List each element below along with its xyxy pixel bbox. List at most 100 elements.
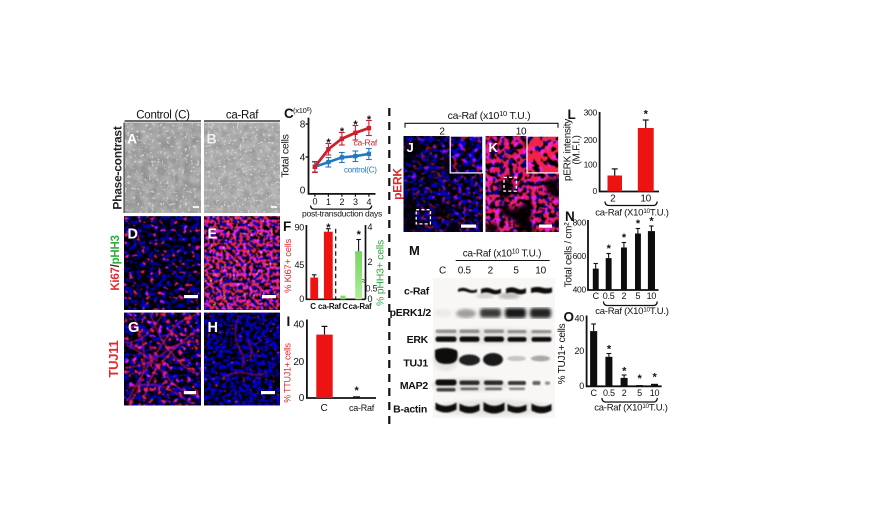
svg-text:0: 0 [299,393,305,404]
svg-text:TUJ1: TUJ1 [403,358,428,370]
svg-text:100: 100 [584,160,598,170]
svg-text:Total cells / cm²: Total cells / cm² [564,222,575,288]
svg-text:ca-Raf: ca-Raf [349,403,375,413]
svg-text:90: 90 [294,223,304,233]
svg-text:800: 800 [573,218,587,228]
svg-text:10: 10 [640,194,651,205]
svg-text:*: * [326,222,331,234]
svg-text:pERK intensity: pERK intensity [563,119,574,181]
svg-text:10: 10 [647,291,657,301]
svg-text:C: C [342,302,348,311]
svg-text:40: 40 [293,320,304,331]
svg-text:2: 2 [622,291,627,301]
svg-text:ca-Raf (x1010 T.U.): ca-Raf (x1010 T.U.) [448,109,531,122]
svg-text:2: 2 [368,257,373,267]
svg-text:2: 2 [439,127,445,138]
svg-text:0.5: 0.5 [458,266,472,277]
svg-text:4: 4 [300,153,306,164]
svg-text:5: 5 [513,266,519,277]
svg-text:E: E [208,227,218,243]
svg-text:*: * [649,216,654,228]
svg-text:G: G [128,320,139,336]
svg-text:*: * [326,137,331,149]
svg-text:10: 10 [535,266,546,277]
svg-text:20: 20 [293,357,304,368]
svg-text:control(C): control(C) [344,166,377,175]
svg-text:0.5: 0.5 [366,284,378,294]
svg-text:B-actin: B-actin [393,404,427,416]
svg-text:*: * [644,109,649,121]
svg-text:% TTUJ1+ cells: % TTUJ1+ cells [283,342,293,402]
svg-text:4: 4 [367,197,372,207]
svg-text:ca-Raf (x1010 T.U.): ca-Raf (x1010 T.U.) [463,249,541,260]
svg-text:(x106): (x106) [293,106,312,115]
svg-text:2: 2 [340,197,345,207]
svg-text:*: * [622,366,627,378]
svg-text:0: 0 [313,197,318,207]
svg-text:0: 0 [299,294,304,304]
svg-text:*: * [652,372,657,384]
svg-text:8: 8 [300,120,306,131]
svg-text:H: H [208,320,218,336]
svg-text:(M.F.I.): (M.F.I.) [572,135,583,164]
svg-text:ca-Raf (X1010T.U.): ca-Raf (X1010T.U.) [595,208,669,219]
svg-text:pERK: pERK [391,168,405,200]
svg-text:pERK1/2: pERK1/2 [390,307,432,319]
svg-text:J: J [407,140,414,155]
svg-text:ca-Raf: ca-Raf [226,110,259,122]
svg-text:200: 200 [584,135,598,145]
svg-text:2: 2 [622,388,627,398]
svg-text:B: B [207,131,217,147]
svg-text:post-transduction days: post-transduction days [302,209,382,219]
svg-text:2: 2 [610,194,616,205]
svg-text:Ki67/pHH3: Ki67/pHH3 [110,235,122,290]
svg-text:I: I [287,314,291,329]
svg-text:D: D [128,227,138,243]
svg-text:ca-Raf: ca-Raf [318,302,342,311]
svg-text:3: 3 [353,197,358,207]
svg-text:600: 600 [573,251,587,261]
svg-text:Phase-contrast: Phase-contrast [111,126,125,209]
svg-text:Control (C): Control (C) [136,110,190,122]
svg-text:*: * [367,114,372,126]
svg-text:M: M [409,243,420,258]
svg-text:2: 2 [488,266,494,277]
svg-text:A: A [127,131,137,147]
svg-text:ca-Raf (X1010T.U.): ca-Raf (X1010T.U.) [595,306,669,317]
svg-text:5: 5 [637,388,642,398]
svg-text:0: 0 [368,294,373,304]
svg-text:0.5: 0.5 [603,291,615,301]
svg-text:C: C [284,106,294,121]
svg-text:20: 20 [574,346,584,356]
svg-text:*: * [357,229,362,241]
svg-text:4: 4 [368,222,373,232]
svg-text:*: * [354,385,359,397]
svg-text:C: C [310,302,316,311]
svg-text:0: 0 [300,186,306,197]
svg-text:10: 10 [650,388,660,398]
svg-text:F: F [283,219,291,234]
svg-text:300: 300 [584,108,598,118]
svg-text:*: * [607,344,612,356]
svg-text:O: O [564,310,574,325]
svg-text:5: 5 [636,291,641,301]
svg-text:1: 1 [326,197,331,207]
svg-text:≈: ≈ [361,276,367,288]
svg-text:45: 45 [294,260,304,270]
svg-text:ca-Raf (X1010T.U.): ca-Raf (X1010T.U.) [594,403,668,414]
svg-text:ERK: ERK [407,334,429,346]
svg-text:c-Raf: c-Raf [404,286,430,298]
svg-text:0.5: 0.5 [603,388,615,398]
svg-text:40: 40 [574,314,584,324]
svg-text:C: C [590,388,597,398]
svg-text:10: 10 [516,127,527,138]
svg-text:C: C [321,403,328,414]
svg-text:0: 0 [593,186,598,196]
svg-text:*: * [353,119,358,131]
svg-text:Total cells: Total cells [280,134,292,177]
svg-text:C: C [593,291,600,301]
svg-text:MAP2: MAP2 [400,380,429,392]
svg-text:% TUJ1+ cells: % TUJ1+ cells [557,323,568,384]
svg-text:C: C [439,266,446,277]
svg-text:*: * [340,126,345,138]
